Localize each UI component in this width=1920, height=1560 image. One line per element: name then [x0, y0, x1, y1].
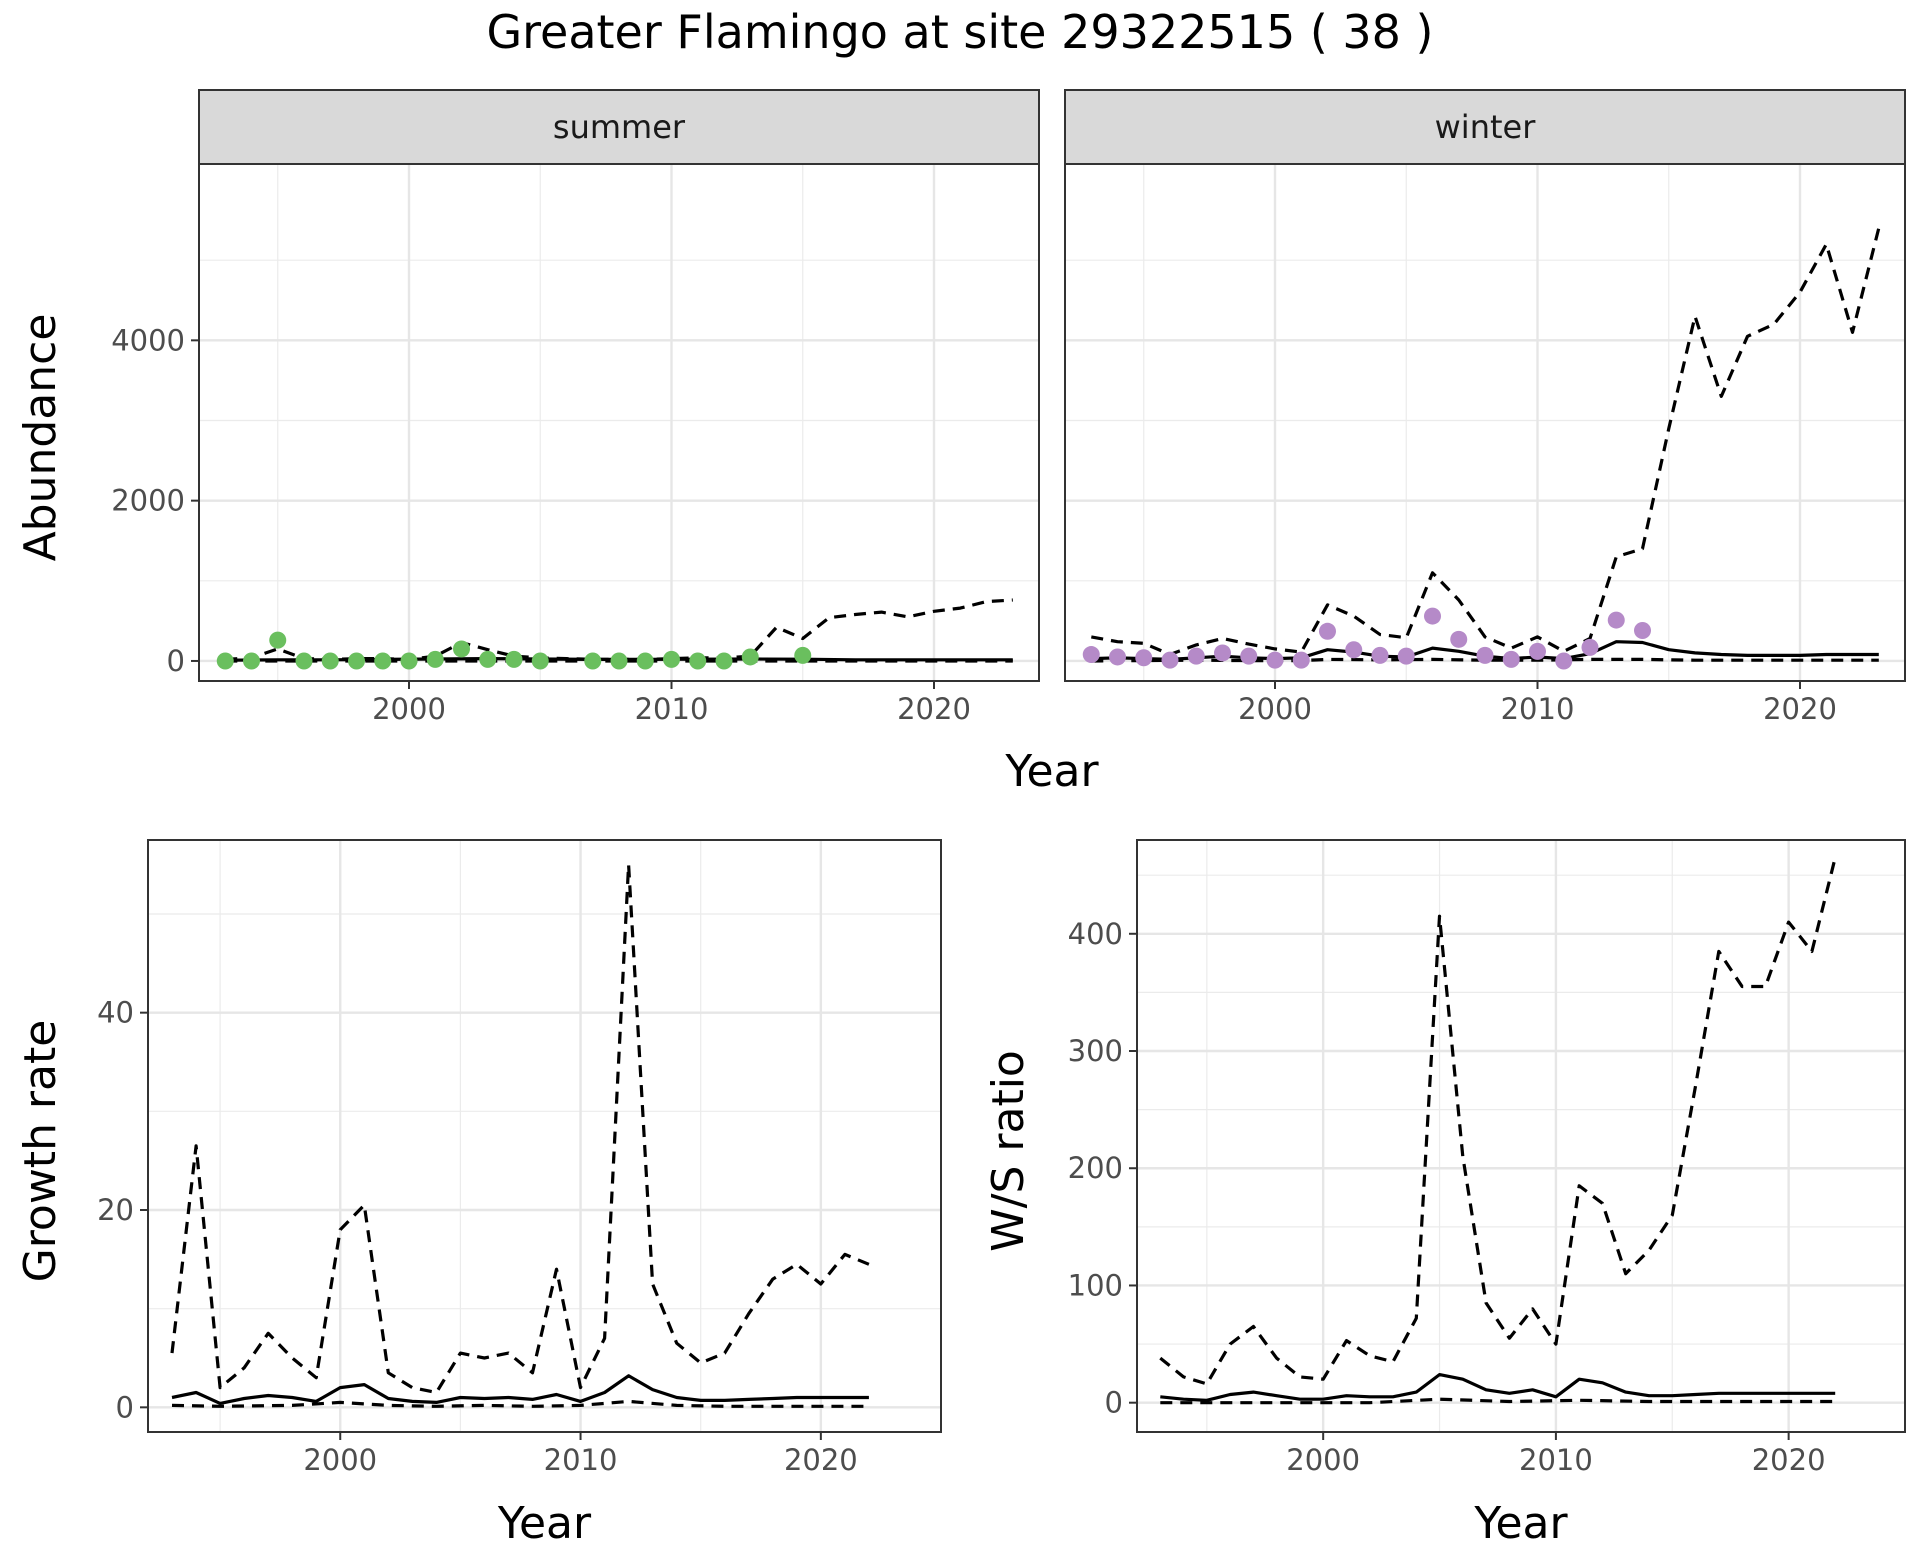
- data-point: [426, 650, 444, 668]
- y-tick-label: 100: [1068, 1268, 1123, 1302]
- series-line-dashed-2: [171, 1399, 869, 1408]
- data-point: [663, 650, 680, 668]
- data-point: [1266, 651, 1284, 669]
- data-point: [689, 652, 707, 670]
- x-axis-label: Year: [1473, 1498, 1568, 1549]
- data-point: [505, 650, 523, 668]
- data-point: [610, 652, 628, 670]
- y-tick-label: 40: [97, 996, 134, 1030]
- panel-growth: 2000 2010 2020 0 20 40 Growth rate Year: [15, 839, 942, 1549]
- series-line-dashed-1: [1091, 227, 1881, 657]
- x-tick-label: 2010: [1501, 692, 1575, 726]
- y-tick-label: 4000: [111, 323, 185, 357]
- data-point: [1161, 651, 1179, 669]
- data-point: [479, 650, 497, 668]
- y-tick-label: 300: [1068, 1034, 1123, 1068]
- x-tick-label: 2020: [1752, 1443, 1826, 1477]
- data-point: [1109, 648, 1126, 666]
- y-tick-label: 400: [1068, 917, 1123, 951]
- y-tick-label: 0: [167, 644, 185, 678]
- x-tick-label: 2000: [1238, 692, 1312, 726]
- data-point: [400, 652, 418, 670]
- data-point: [1529, 642, 1546, 660]
- data-point: [1397, 647, 1415, 665]
- data-point: [636, 652, 654, 670]
- x-tick-label: 2020: [784, 1443, 858, 1477]
- x-tick-label: 2020: [897, 692, 971, 726]
- data-point: [348, 652, 365, 670]
- data-point: [1502, 650, 1520, 668]
- data-point: [321, 652, 339, 670]
- y-tick-label: 0: [116, 1390, 134, 1424]
- data-point: [584, 652, 602, 670]
- data-point: [1371, 646, 1389, 664]
- x-tick-label: 2010: [635, 692, 709, 726]
- y-axis-label: Growth rate: [15, 1020, 66, 1283]
- chart-title: Greater Flamingo at site 29322515 ( 38 ): [486, 5, 1433, 59]
- y-axis-label: Abundance: [15, 314, 66, 562]
- x-axis-label: Year: [497, 1498, 592, 1549]
- data-point: [715, 652, 733, 670]
- data-point: [1135, 649, 1153, 667]
- data-point: [1450, 630, 1468, 648]
- facet-strip: [1064, 89, 1906, 165]
- data-point: [1345, 641, 1363, 659]
- data-point: [1319, 622, 1336, 640]
- data-point: [1581, 638, 1599, 656]
- y-axis-label: W/S ratio: [983, 1050, 1034, 1252]
- series-line-dashed-1: [170, 863, 870, 1395]
- data-point: [1214, 644, 1231, 662]
- data-point: [1424, 607, 1441, 625]
- data-point: [1607, 611, 1625, 629]
- y-tick-label: 20: [97, 1193, 134, 1227]
- x-tick-label: 2000: [1286, 1443, 1360, 1477]
- x-tick-label: 2000: [303, 1443, 377, 1477]
- data-point: [1292, 651, 1310, 669]
- y-tick-label: 200: [1068, 1151, 1123, 1185]
- data-point: [1082, 646, 1100, 664]
- facet-strip-label: winter: [1435, 108, 1537, 146]
- x-tick-label: 2000: [372, 692, 446, 726]
- data-point: [216, 652, 234, 670]
- facet-strip-label: summer: [553, 108, 686, 146]
- series-line-solid-0: [171, 1374, 869, 1405]
- data-point: [374, 652, 392, 670]
- data-point: [1187, 647, 1205, 665]
- panel-border: [1136, 839, 1906, 1433]
- x-axis-label-top: Year: [1004, 746, 1099, 797]
- panel-border: [147, 839, 942, 1433]
- data-point: [269, 631, 287, 649]
- x-tick-label: 2010: [544, 1443, 618, 1477]
- x-tick-label: 2010: [1519, 1443, 1593, 1477]
- panel-winter: winter 2000 2010 2020: [1064, 89, 1906, 726]
- panel-ws_ratio: 2000 2010 2020 0 100 200 300 400 W/S ratio Year: [983, 839, 1906, 1549]
- data-point: [453, 640, 470, 658]
- data-point: [1476, 646, 1494, 664]
- series-line-dashed-2: [1160, 1397, 1836, 1405]
- data-point: [1634, 622, 1651, 640]
- facet-strip: [198, 89, 1040, 165]
- x-tick-label: 2020: [1763, 692, 1837, 726]
- data-point: [531, 652, 549, 670]
- panel-summer: summer 2000 2010 2020 0 2000 4000 Abundance: [15, 89, 1040, 726]
- data-point: [741, 648, 759, 666]
- data-point: [295, 652, 313, 670]
- data-point: [1240, 647, 1258, 665]
- y-tick-label: 0: [1105, 1386, 1123, 1420]
- data-point: [794, 646, 812, 664]
- series-line-solid-0: [1160, 1373, 1836, 1402]
- data-point: [1555, 652, 1573, 670]
- series-line-dashed-1: [1159, 857, 1837, 1386]
- y-tick-label: 2000: [111, 484, 185, 518]
- data-point: [243, 652, 260, 670]
